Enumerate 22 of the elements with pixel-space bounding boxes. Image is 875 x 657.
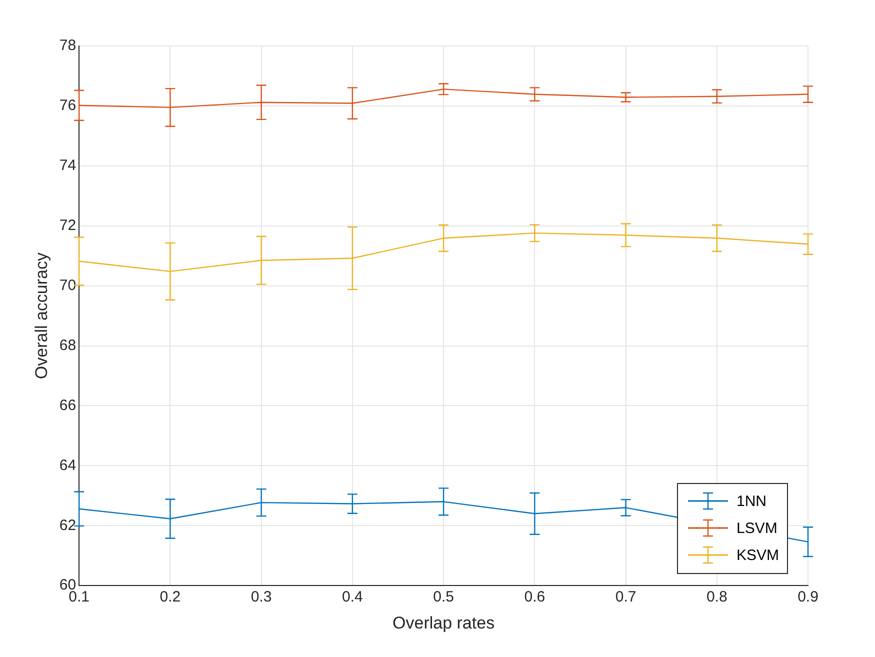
x-tick-label: 0.3: [250, 588, 272, 606]
x-axis-title: Overlap rates: [392, 613, 495, 632]
x-tick-label: 0.9: [798, 588, 818, 606]
y-tick-label: 66: [59, 396, 76, 414]
y-tick-label: 72: [59, 217, 76, 234]
x-tick-label: 0.4: [342, 588, 363, 606]
x-tick-label: 0.6: [524, 588, 546, 606]
x-tick-label: 0.2: [160, 588, 181, 606]
y-axis-title: Overall accuracy: [32, 252, 51, 380]
legend-label: 1NN: [736, 492, 766, 510]
x-tick-label: 0.8: [706, 588, 728, 606]
x-tick-label: 0.7: [615, 588, 636, 606]
y-tick-label: 78: [59, 37, 76, 54]
y-tick-label: 62: [59, 516, 76, 534]
legend-label: LSVM: [736, 520, 778, 537]
y-tick-label: 68: [59, 336, 76, 354]
y-tick-label: 70: [59, 276, 76, 294]
y-tick-label: 74: [59, 157, 76, 174]
x-tick-label: 0.5: [433, 588, 454, 606]
y-tick-label: 64: [59, 456, 76, 474]
y-tick-label: 76: [59, 97, 76, 114]
legend-label: KSVM: [736, 546, 779, 564]
